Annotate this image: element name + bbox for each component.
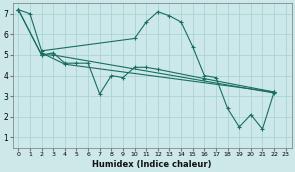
X-axis label: Humidex (Indice chaleur): Humidex (Indice chaleur) [92,159,212,169]
